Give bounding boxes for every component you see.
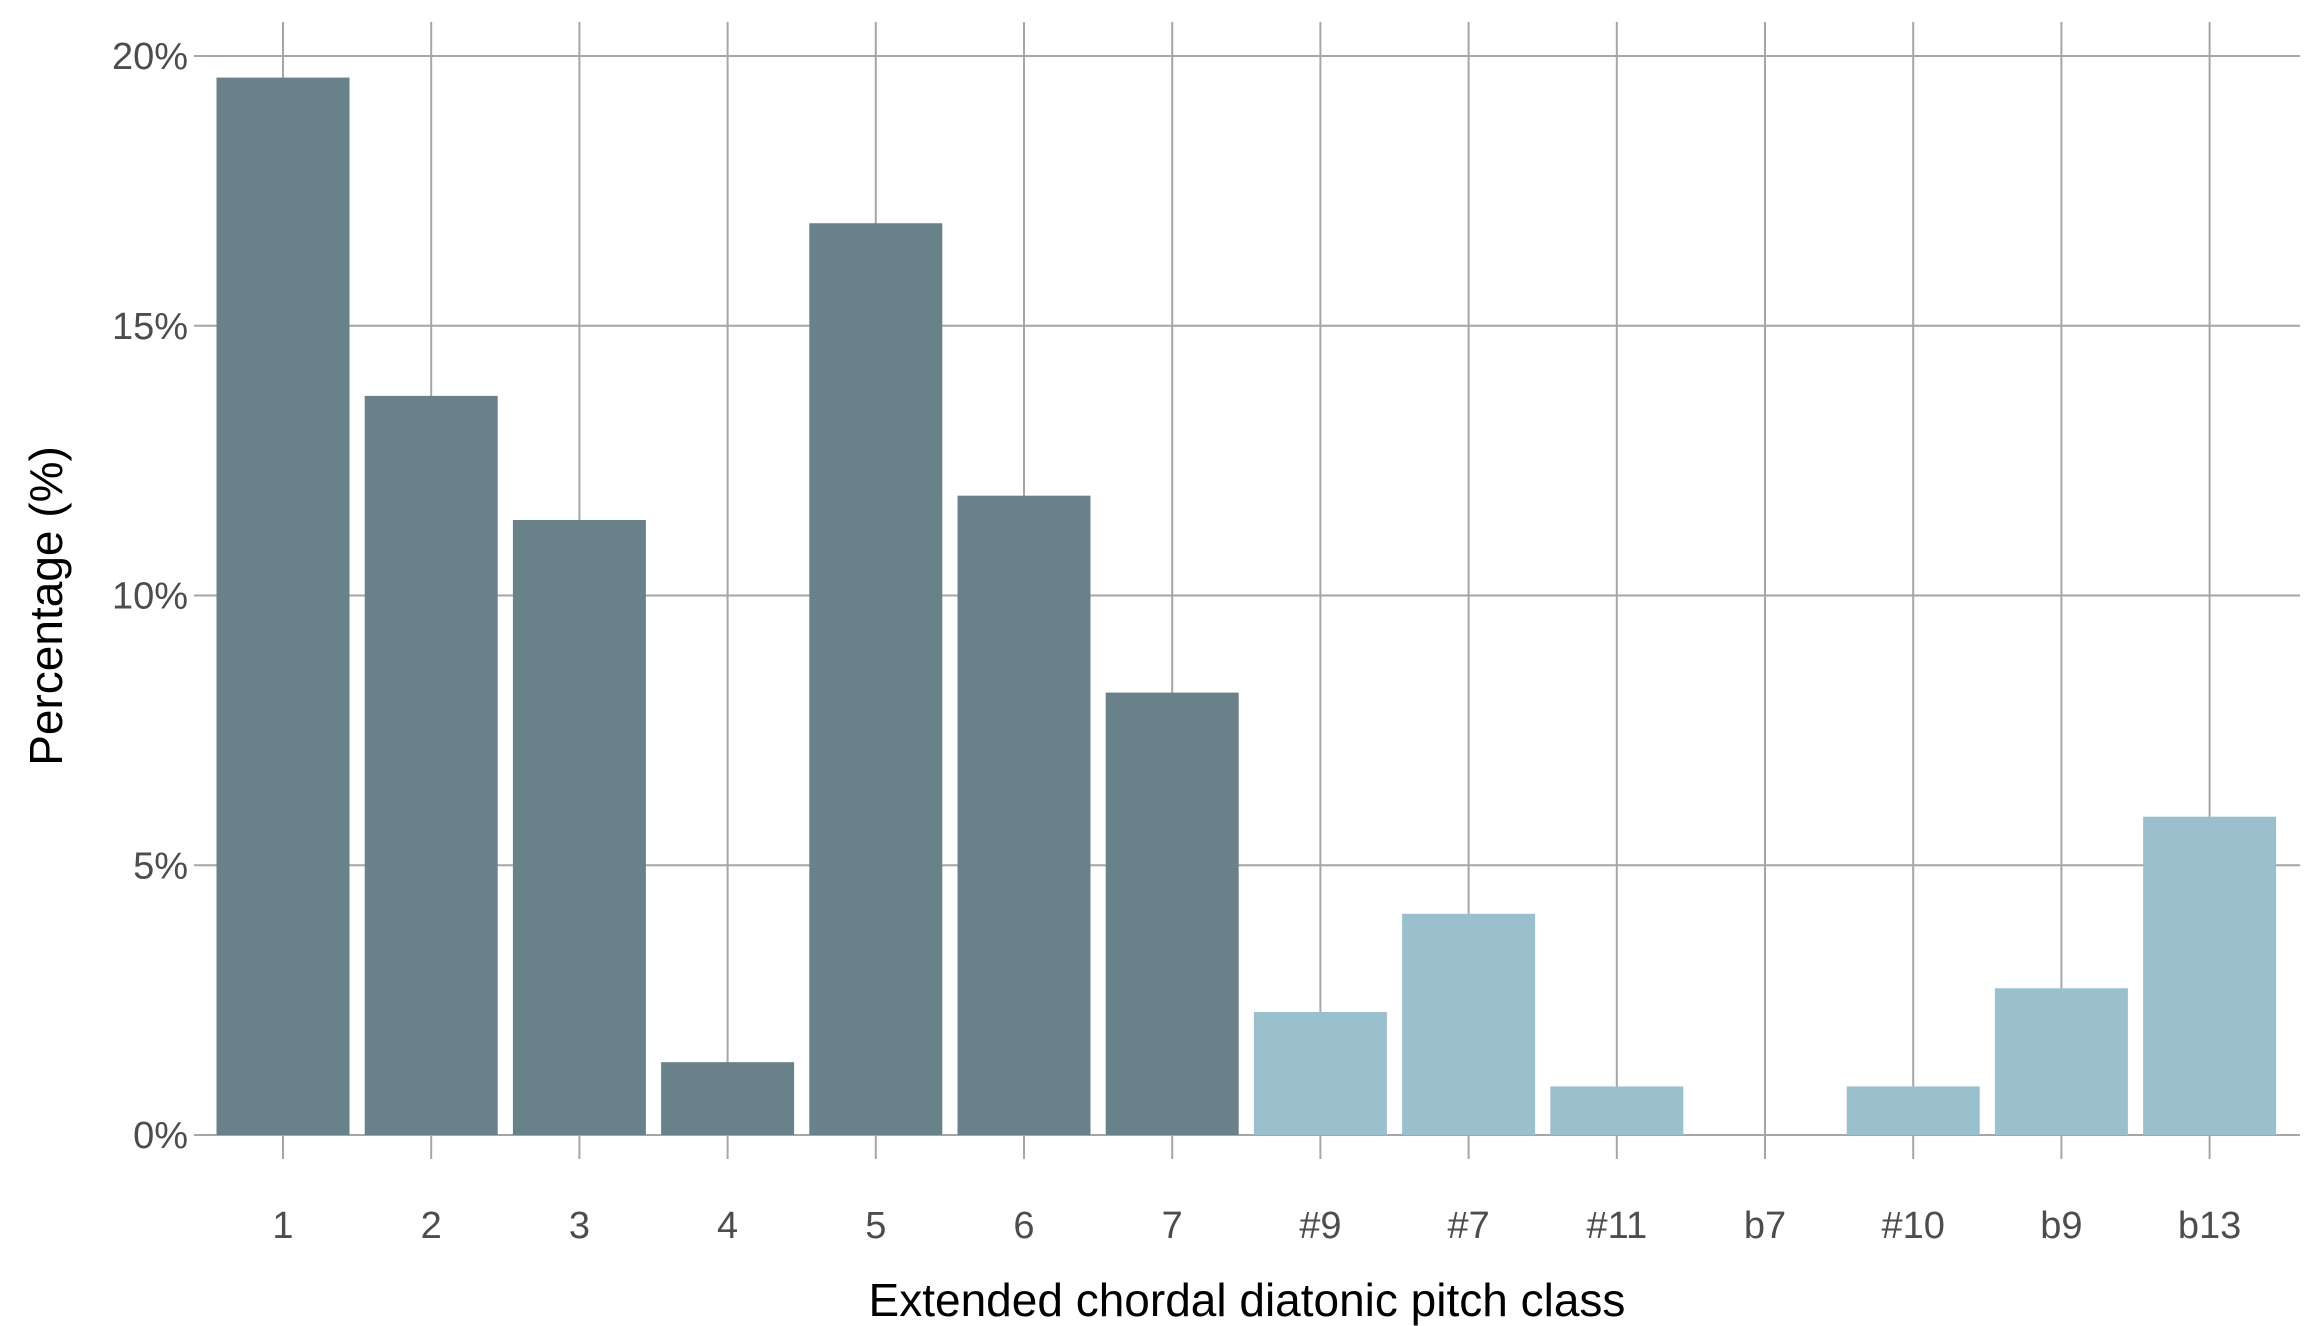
bar-7 [1105, 692, 1239, 1135]
x-tick-label: b13 [2178, 1205, 2241, 1247]
bar-4 [661, 1062, 795, 1135]
bar-b13 [2143, 816, 2277, 1135]
x-tick-label: b9 [2040, 1205, 2082, 1247]
x-axis-title: Extended chordal diatonic pitch class [869, 1274, 1626, 1326]
y-tick-label: 10% [112, 576, 188, 618]
y-tick-label: 5% [133, 845, 188, 887]
grid [194, 22, 2300, 1159]
x-tick-label: 3 [569, 1205, 590, 1247]
y-tick-label: 20% [112, 36, 188, 78]
bar-5 [809, 223, 943, 1135]
x-tick-label: 1 [272, 1205, 293, 1247]
bar-#9 [1253, 1011, 1387, 1135]
bar-#10 [1846, 1086, 1980, 1135]
y-tick-label: 0% [133, 1115, 188, 1157]
bar-#11 [1550, 1086, 1684, 1135]
bar-b9 [1994, 988, 2128, 1135]
x-tick-label: 7 [1162, 1205, 1183, 1247]
x-tick-label: b7 [1744, 1205, 1786, 1247]
x-tick-label: 4 [717, 1205, 738, 1247]
bars [216, 77, 2277, 1136]
x-tick-label: #7 [1447, 1205, 1489, 1247]
bar-1 [216, 77, 350, 1136]
bar-#7 [1402, 913, 1536, 1135]
x-tick-label: #9 [1299, 1205, 1341, 1247]
y-tick-label: 15% [112, 306, 188, 348]
x-tick-label: 6 [1013, 1205, 1034, 1247]
bar-2 [364, 395, 498, 1135]
x-tick-label: #11 [1587, 1205, 1648, 1247]
y-axis-ticks: 0% 5% 10% 15% 20% [112, 36, 188, 1157]
x-tick-label: 5 [865, 1205, 886, 1247]
bar-3 [512, 519, 646, 1135]
x-tick-label: 2 [421, 1205, 442, 1247]
x-tick-label: #10 [1881, 1205, 1944, 1247]
y-axis-title: Percentage (%) [20, 446, 72, 766]
bar-6 [957, 495, 1091, 1135]
x-axis-ticks: 1 2 3 4 5 6 7 #9 #7 #11 b7 #10 b9 b13 [272, 1205, 2241, 1247]
